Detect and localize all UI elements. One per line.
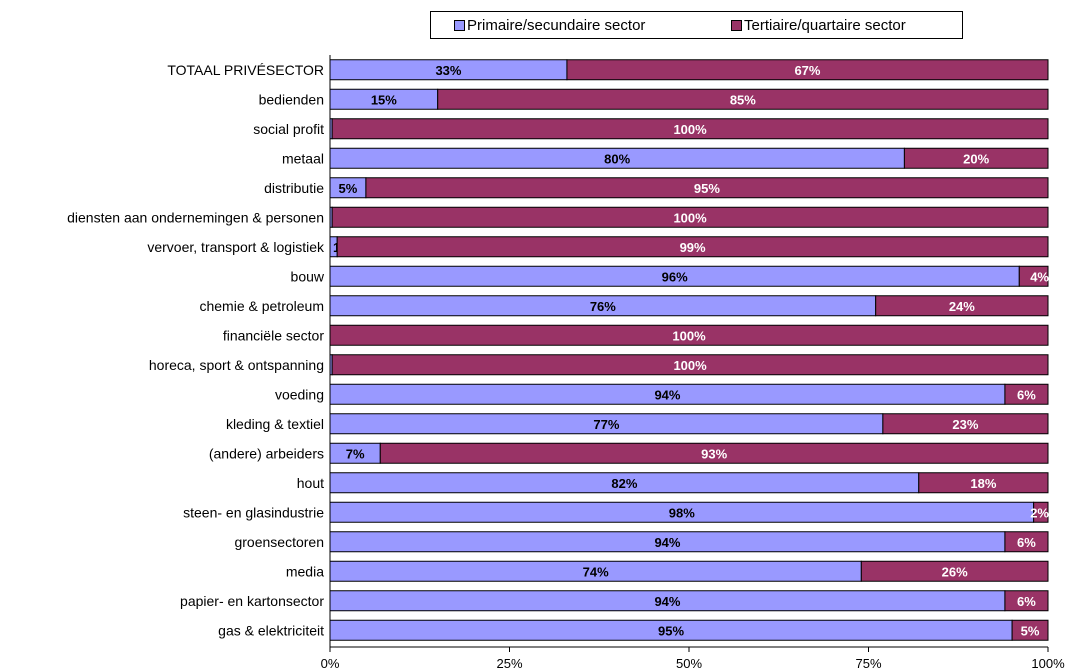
category-label: financiële sector bbox=[223, 327, 325, 343]
data-label: 82% bbox=[611, 476, 637, 491]
data-label: 18% bbox=[970, 476, 996, 491]
chart-legend: Primaire/secundaire sector Tertiaire/qua… bbox=[430, 11, 963, 39]
data-label: 93% bbox=[701, 446, 727, 461]
bar-segment bbox=[1004, 531, 1049, 553]
bar-segment bbox=[875, 295, 1049, 317]
category-label: hout bbox=[297, 475, 324, 491]
category-label: vervoer, transport & logistiek bbox=[147, 239, 325, 255]
data-label: 94% bbox=[654, 594, 680, 609]
data-label: 96% bbox=[662, 269, 688, 284]
data-label: 2% bbox=[1030, 505, 1049, 520]
bar-segment bbox=[437, 88, 1049, 110]
data-label: 98% bbox=[669, 505, 695, 520]
category-label: papier- en kartonsector bbox=[180, 593, 324, 609]
data-label: 100% bbox=[672, 328, 706, 343]
category-label: distributie bbox=[264, 180, 324, 196]
category-label: bouw bbox=[291, 268, 325, 284]
bar-segment bbox=[1004, 590, 1049, 612]
legend-item-tertiary: Tertiaire/quartaire sector bbox=[731, 17, 906, 34]
data-label: 99% bbox=[680, 240, 706, 255]
category-label: steen- en glasindustrie bbox=[183, 504, 324, 520]
data-label: 33% bbox=[435, 63, 461, 78]
bar-segment bbox=[331, 354, 1049, 376]
x-tick-label: 25% bbox=[496, 656, 522, 668]
category-label: media bbox=[286, 563, 324, 579]
data-label: 100% bbox=[673, 210, 707, 225]
data-label: 7% bbox=[346, 446, 365, 461]
data-label: 23% bbox=[952, 417, 978, 432]
data-label: 5% bbox=[339, 181, 358, 196]
data-label: 94% bbox=[654, 387, 680, 402]
data-label: 26% bbox=[942, 564, 968, 579]
data-label: 100% bbox=[673, 122, 707, 137]
x-tick-label: 50% bbox=[676, 656, 702, 668]
category-label: metaal bbox=[282, 150, 324, 166]
legend-label-primary: Primaire/secundaire sector bbox=[467, 17, 646, 34]
bar-segment bbox=[1018, 265, 1049, 287]
x-tick-label: 0% bbox=[321, 656, 340, 668]
data-label: 20% bbox=[963, 151, 989, 166]
category-label: gas & elektriciteit bbox=[218, 622, 324, 638]
legend-swatch-primary bbox=[454, 20, 465, 31]
category-label: TOTAAL PRIVÉSECTOR bbox=[167, 62, 324, 78]
data-label: 85% bbox=[730, 92, 756, 107]
legend-label-tertiary: Tertiaire/quartaire sector bbox=[744, 17, 906, 34]
bar-segment bbox=[566, 59, 1049, 81]
x-tick-label: 75% bbox=[855, 656, 881, 668]
x-tick-label: 100% bbox=[1031, 656, 1065, 668]
category-label: social profit bbox=[253, 121, 324, 137]
category-label: voeding bbox=[275, 386, 324, 402]
data-label: 4% bbox=[1030, 269, 1049, 284]
data-label: 76% bbox=[590, 299, 616, 314]
data-label: 24% bbox=[949, 299, 975, 314]
bar-segment bbox=[860, 560, 1049, 582]
data-label: 74% bbox=[583, 564, 609, 579]
data-label: 5% bbox=[1021, 623, 1040, 638]
bar-segment bbox=[331, 206, 1049, 228]
data-label: 94% bbox=[654, 535, 680, 550]
legend-item-primary: Primaire/secundaire sector bbox=[454, 17, 645, 34]
data-label: 95% bbox=[658, 623, 684, 638]
data-label: 95% bbox=[694, 181, 720, 196]
bar-segment bbox=[1033, 501, 1049, 523]
data-label: 67% bbox=[794, 63, 820, 78]
bar-segment bbox=[918, 472, 1049, 494]
category-label: chemie & petroleum bbox=[199, 298, 324, 314]
bar-segment bbox=[365, 177, 1049, 199]
category-label: horeca, sport & ontspanning bbox=[149, 357, 324, 373]
data-label: 6% bbox=[1017, 535, 1036, 550]
bar-segment bbox=[331, 118, 1049, 140]
data-label: 15% bbox=[371, 92, 397, 107]
bar-segment bbox=[1011, 619, 1049, 641]
bar-segment bbox=[379, 442, 1049, 464]
data-label: 80% bbox=[604, 151, 630, 166]
bar-segment bbox=[882, 413, 1049, 435]
legend-swatch-tertiary bbox=[731, 20, 742, 31]
bar-segment bbox=[1004, 383, 1049, 405]
bar-segment bbox=[336, 236, 1049, 258]
data-label: 100% bbox=[673, 358, 707, 373]
data-label: 6% bbox=[1017, 387, 1036, 402]
data-label: 77% bbox=[593, 417, 619, 432]
category-label: kleding & textiel bbox=[226, 416, 324, 432]
data-label: 6% bbox=[1017, 594, 1036, 609]
bar-segment bbox=[903, 147, 1049, 169]
category-label: (andere) arbeiders bbox=[209, 445, 324, 461]
category-label: groensectoren bbox=[234, 534, 324, 550]
category-label: bedienden bbox=[259, 91, 324, 107]
category-label: diensten aan ondernemingen & personen bbox=[67, 209, 324, 225]
